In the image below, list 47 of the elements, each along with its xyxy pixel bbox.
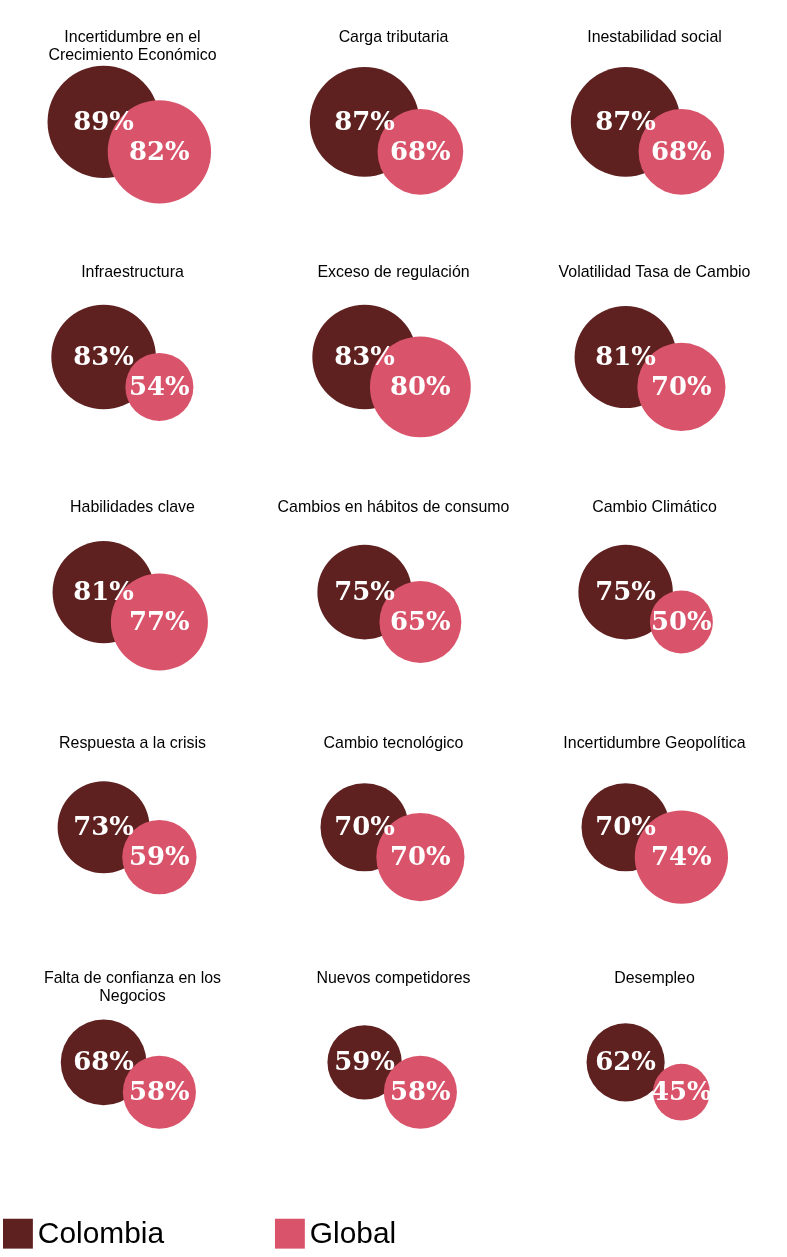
data-label: 87% bbox=[595, 105, 656, 136]
data-label: 77% bbox=[129, 605, 190, 636]
data-label: 68% bbox=[651, 135, 712, 166]
category-label: Incertidumbre Geopolítica bbox=[563, 733, 746, 751]
data-label: 89% bbox=[73, 105, 134, 136]
category-label: Cambio tecnológico bbox=[323, 733, 464, 751]
category-label: Nuevos competidores bbox=[316, 968, 471, 986]
data-label: 83% bbox=[73, 341, 134, 371]
category-label: Cambios en hábitos de consumo bbox=[277, 498, 510, 516]
data-label: 81% bbox=[595, 341, 656, 371]
data-label: 70% bbox=[334, 811, 395, 842]
category-label: Exceso de regulación bbox=[317, 263, 470, 281]
category-label: Incertidumbre en el Crecimiento Económico bbox=[48, 28, 217, 64]
data-label: 75% bbox=[595, 576, 656, 607]
category-label: Habilidades clave bbox=[70, 498, 196, 516]
data-label: 59% bbox=[129, 841, 190, 872]
data-label: 58% bbox=[129, 1076, 190, 1107]
data-label: 82% bbox=[129, 135, 190, 166]
data-label: 70% bbox=[651, 370, 712, 401]
data-label: 65% bbox=[390, 605, 451, 636]
data-label: 58% bbox=[390, 1076, 451, 1107]
category-label: Desempleo bbox=[614, 968, 695, 986]
category-label: Volatilidad Tasa de Cambio bbox=[558, 263, 751, 281]
legend-label: Colombia bbox=[37, 1215, 165, 1249]
category-label: Infraestructura bbox=[81, 263, 184, 281]
data-label: 70% bbox=[595, 811, 656, 842]
category-label: Inestabilidad social bbox=[587, 28, 722, 46]
category-label: Falta de confianza en los Negocios bbox=[43, 968, 222, 1004]
data-label: 87% bbox=[334, 105, 395, 136]
category-label: Respuesta a la crisis bbox=[59, 733, 206, 751]
data-label: 80% bbox=[390, 370, 451, 401]
data-label: 59% bbox=[334, 1046, 395, 1077]
data-label: 68% bbox=[73, 1046, 134, 1077]
data-label: 68% bbox=[390, 135, 451, 166]
data-label: 70% bbox=[390, 841, 451, 872]
category-label: Cambio Climático bbox=[592, 498, 718, 516]
data-label: 74% bbox=[651, 841, 712, 872]
data-label: 75% bbox=[334, 576, 395, 607]
category-label: Carga tributaria bbox=[338, 28, 449, 46]
data-label: 50% bbox=[651, 605, 712, 636]
data-label: 54% bbox=[129, 370, 190, 401]
legend-label: Global bbox=[309, 1215, 397, 1249]
data-label: 73% bbox=[73, 811, 134, 842]
data-label: 45% bbox=[651, 1076, 712, 1107]
data-label: 62% bbox=[595, 1046, 656, 1077]
data-label: 83% bbox=[334, 341, 395, 371]
data-label: 81% bbox=[73, 576, 134, 607]
